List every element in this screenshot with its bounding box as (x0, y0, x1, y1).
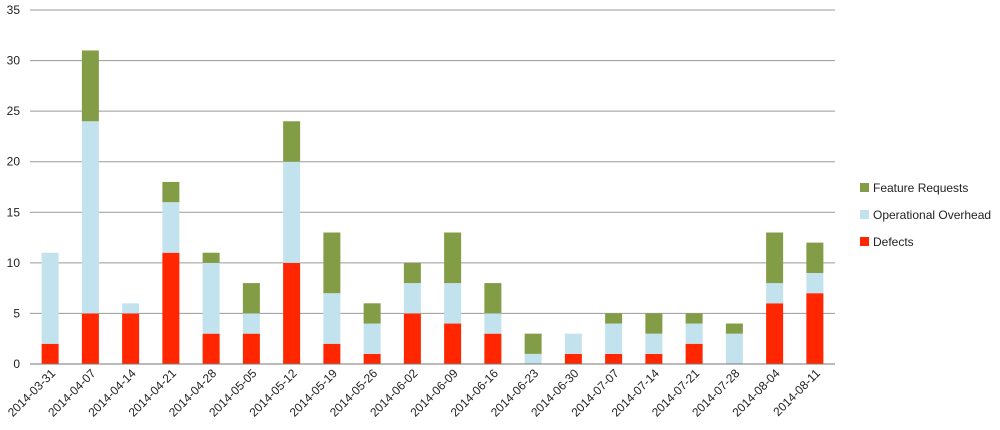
bar-segment-defects (403, 313, 421, 364)
bar-segment-operational-overhead (605, 323, 623, 354)
bar-segment-operational-overhead (122, 303, 140, 314)
y-axis-ticks: 0 5 10 15 20 25 30 35 (7, 3, 21, 371)
bar-segment-operational-overhead (403, 283, 421, 314)
bar-segment-feature-requests (323, 232, 341, 294)
bar-segment-defects (484, 333, 502, 364)
bar-segment-operational-overhead (283, 161, 301, 263)
y-tick-label: 30 (7, 54, 21, 68)
bar-segment-feature-requests (685, 313, 703, 324)
bar-segment-feature-requests (283, 121, 301, 162)
bar-segment-feature-requests (484, 283, 502, 314)
y-tick-label: 15 (7, 205, 21, 219)
bar-segment-defects (41, 343, 59, 364)
bar-segment-operational-overhead (162, 202, 180, 253)
bar-segment-feature-requests (363, 303, 381, 324)
bar-segment-operational-overhead (725, 333, 743, 364)
bar-segment-feature-requests (806, 242, 824, 273)
bar-segment-operational-overhead (363, 323, 381, 354)
legend-item: Operational Overhead (860, 208, 991, 222)
bar-segment-defects (202, 333, 220, 364)
bar-segment-operational-overhead (645, 333, 663, 354)
bar-segment-feature-requests (444, 232, 462, 284)
bar-segment-feature-requests (202, 252, 220, 263)
y-tick-label: 25 (7, 104, 21, 118)
bar-segment-defects (766, 303, 784, 364)
legend-swatch (860, 210, 869, 219)
y-tick-label: 35 (7, 3, 21, 17)
bar-segment-defects (444, 323, 462, 364)
x-axis-ticks: 2014-03-312014-04-072014-04-142014-04-21… (5, 366, 823, 420)
y-tick-label: 5 (13, 306, 20, 320)
y-tick-label: 20 (7, 155, 21, 169)
bar-segment-operational-overhead (202, 262, 220, 334)
legend-label: Operational Overhead (873, 208, 991, 222)
bar-segment-defects (605, 353, 623, 364)
y-tick-label: 10 (7, 256, 21, 270)
bar-segment-operational-overhead (564, 333, 582, 354)
bar-segment-operational-overhead (41, 252, 59, 344)
bar-segment-feature-requests (81, 50, 99, 122)
bar-segment-defects (323, 343, 341, 364)
gridlines (30, 9, 835, 314)
legend-swatch (860, 183, 869, 192)
bar-segment-operational-overhead (444, 283, 462, 324)
legend-label: Defects (873, 235, 914, 249)
bar-segment-defects (122, 313, 140, 364)
bar-segment-feature-requests (766, 232, 784, 284)
y-tick-label: 0 (13, 357, 20, 371)
bar-segment-defects (363, 353, 381, 364)
bar-segment-operational-overhead (323, 293, 341, 344)
legend-item: Feature Requests (860, 181, 968, 195)
bar-segment-feature-requests (403, 262, 421, 284)
bar-segment-feature-requests (524, 333, 542, 354)
bar-segment-feature-requests (645, 313, 663, 334)
bar-segment-defects (806, 293, 824, 364)
bar-segment-feature-requests (162, 181, 180, 203)
bar-segment-feature-requests (242, 283, 260, 314)
legend-label: Feature Requests (873, 181, 968, 195)
bar-segment-defects (283, 262, 301, 364)
bar-segment-operational-overhead (806, 272, 824, 294)
bar-segment-defects (242, 333, 260, 364)
legend: Feature Requests Operational Overhead Defe… (860, 181, 991, 249)
bar-segment-operational-overhead (766, 283, 784, 304)
bars (41, 50, 824, 364)
bar-segment-operational-overhead (685, 323, 703, 344)
legend-swatch (860, 237, 869, 246)
bar-segment-operational-overhead (81, 121, 99, 314)
bar-segment-defects (81, 313, 99, 364)
bar-segment-defects (685, 343, 703, 364)
bar-segment-feature-requests (605, 313, 623, 324)
bar-segment-operational-overhead (242, 313, 260, 334)
legend-item: Defects (860, 235, 914, 249)
bar-segment-defects (564, 353, 582, 364)
bar-segment-defects (645, 353, 663, 364)
bar-segment-operational-overhead (524, 353, 542, 364)
bar-segment-defects (162, 252, 180, 364)
bar-segment-feature-requests (725, 323, 743, 334)
bar-segment-operational-overhead (484, 313, 502, 334)
